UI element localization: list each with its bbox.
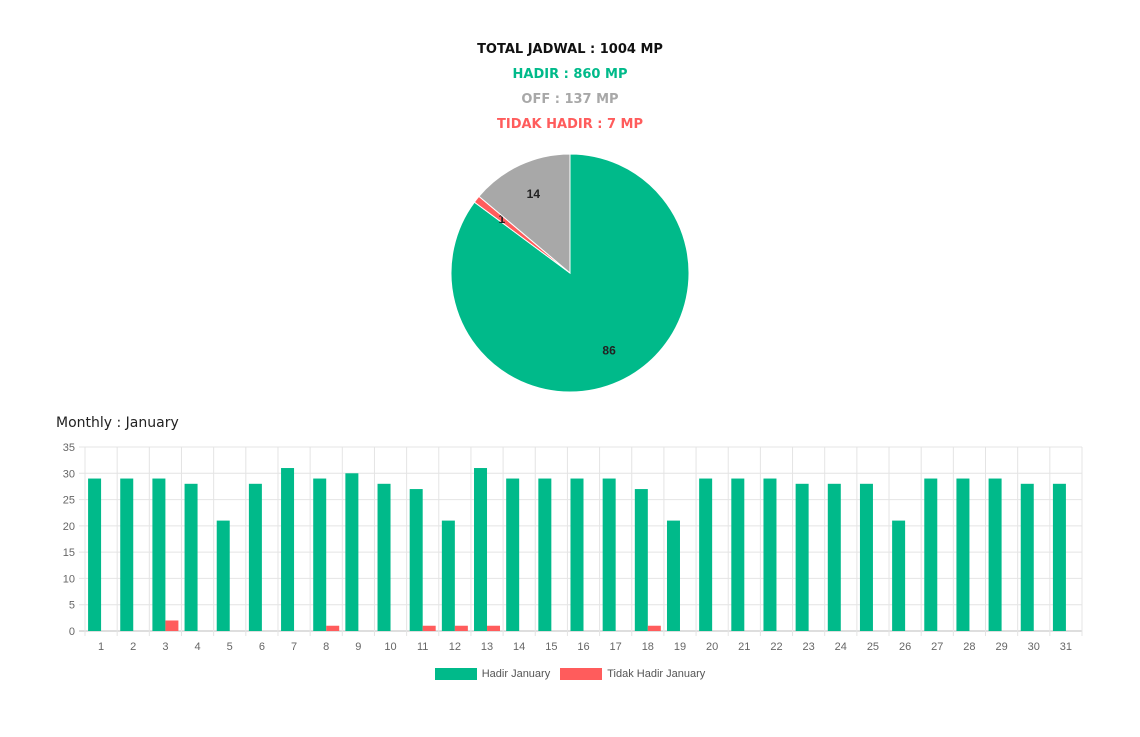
bar-hadir[interactable] [506, 478, 520, 631]
x-tick-label: 14 [513, 641, 525, 653]
x-tick-label: 26 [899, 641, 911, 653]
bar-hadir[interactable] [184, 483, 198, 631]
x-tick-label: 12 [449, 641, 461, 653]
legend-item-hadir[interactable]: Hadir January [434, 668, 551, 680]
legend-item-tidak-hadir[interactable]: Tidak Hadir January [560, 668, 705, 680]
pie-slice-off[interactable] [478, 153, 571, 275]
x-tick-label: 11 [417, 641, 428, 653]
y-tick-label: 30 [63, 468, 75, 480]
bar-hadir[interactable] [1052, 483, 1066, 631]
bar-hadir[interactable] [570, 478, 584, 631]
bar-hadir[interactable] [377, 483, 391, 631]
x-tick-label: 19 [674, 641, 686, 653]
bar-hadir[interactable] [120, 478, 134, 631]
x-tick-label: 13 [481, 641, 493, 653]
tidak-hadir-label: TIDAK HADIR : 7 MP [496, 117, 644, 132]
bar-hadir[interactable] [216, 520, 230, 631]
pie-label-hadir: 86 [602, 344, 616, 358]
bar-hadir[interactable] [666, 520, 680, 631]
x-tick-label: 16 [577, 641, 589, 653]
bar-hadir[interactable] [345, 473, 359, 631]
y-tick-label: 35 [63, 442, 75, 454]
y-tick-label: 10 [63, 573, 75, 585]
x-tick-label: 21 [738, 641, 750, 653]
y-tick-label: 15 [63, 547, 75, 559]
x-tick-label: 2 [130, 641, 136, 653]
x-tick-label: 20 [706, 641, 718, 653]
y-tick-label: 20 [63, 521, 75, 533]
bar-hadir[interactable] [441, 520, 455, 631]
bar-hadir[interactable] [795, 483, 809, 631]
x-tick-label: 3 [162, 641, 168, 653]
legend-swatch-hadir [434, 668, 477, 680]
legend-label-tidak-hadir: Tidak Hadir January [607, 668, 706, 680]
bar-hadir[interactable] [602, 478, 616, 631]
hadir-label: HADIR : 860 MP [512, 67, 628, 82]
y-tick-label: 0 [69, 626, 75, 638]
y-tick-label: 25 [63, 495, 75, 507]
x-tick-label: 28 [963, 641, 975, 653]
x-tick-label: 18 [642, 641, 654, 653]
bar-chart-legend: Hadir January Tidak Hadir January [0, 668, 1140, 680]
x-tick-label: 22 [770, 641, 782, 653]
attendance-pie-chart: 86 1 14 [450, 153, 690, 393]
x-tick-label: 5 [227, 641, 233, 653]
x-tick-label: 7 [291, 641, 297, 653]
x-tick-label: 4 [195, 641, 201, 653]
bar-hadir[interactable] [634, 489, 648, 631]
y-tick-label: 5 [69, 600, 75, 612]
bar-hadir[interactable] [988, 478, 1002, 631]
x-tick-label: 17 [610, 641, 622, 653]
bar-hadir[interactable] [474, 468, 488, 631]
bar-hadir[interactable] [699, 478, 713, 631]
bar-hadir[interactable] [859, 483, 873, 631]
x-tick-label: 30 [1028, 641, 1040, 653]
bar-hadir[interactable] [281, 468, 295, 631]
bar-hadir[interactable] [409, 489, 423, 631]
bar-hadir[interactable] [88, 478, 102, 631]
bar-tidak-hadir[interactable] [454, 625, 468, 631]
bar-hadir[interactable] [313, 478, 327, 631]
x-tick-label: 10 [384, 641, 396, 653]
x-tick-label: 8 [323, 641, 329, 653]
bar-hadir[interactable] [538, 478, 552, 631]
bar-tidak-hadir[interactable] [326, 625, 340, 631]
x-tick-label: 29 [995, 641, 1007, 653]
bar-tidak-hadir[interactable] [422, 625, 436, 631]
bar-tidak-hadir[interactable] [487, 625, 501, 631]
x-tick-label: 27 [931, 641, 943, 653]
x-tick-label: 31 [1060, 641, 1072, 653]
bar-hadir[interactable] [956, 478, 970, 631]
x-tick-label: 9 [355, 641, 361, 653]
bar-hadir[interactable] [152, 478, 166, 631]
bar-hadir[interactable] [731, 478, 745, 631]
legend-swatch-tidak-hadir [560, 668, 603, 680]
bar-hadir[interactable] [1020, 483, 1034, 631]
bar-tidak-hadir[interactable] [165, 620, 179, 631]
x-tick-label: 15 [545, 641, 557, 653]
bar-tidak-hadir[interactable] [647, 625, 661, 631]
legend-label-hadir: Hadir January [481, 668, 551, 680]
x-tick-label: 1 [98, 641, 104, 653]
off-label: OFF : 137 MP [521, 92, 619, 107]
bar-hadir[interactable] [892, 520, 906, 631]
bar-hadir[interactable] [827, 483, 841, 631]
total-jadwal-label: TOTAL JADWAL : 1004 MP [477, 42, 663, 57]
bar-hadir[interactable] [248, 483, 262, 631]
bar-hadir[interactable] [763, 478, 777, 631]
x-tick-label: 6 [259, 641, 265, 653]
x-tick-label: 25 [867, 641, 879, 653]
pie-label-tidak-hadir: 1 [498, 212, 505, 226]
pie-label-off: 14 [527, 187, 541, 201]
bar-hadir[interactable] [924, 478, 938, 631]
x-tick-label: 23 [803, 641, 815, 653]
monthly-title: Monthly : January [56, 415, 179, 431]
x-tick-label: 24 [835, 641, 847, 653]
